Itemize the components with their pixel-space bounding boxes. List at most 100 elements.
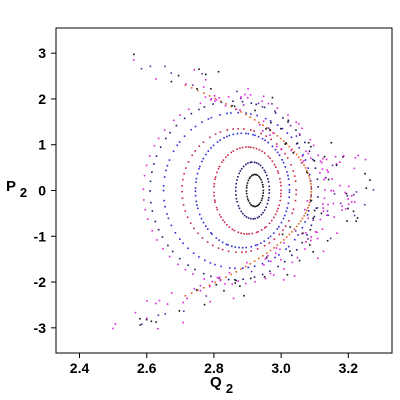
orbit-point-series-3	[267, 141, 270, 144]
orbit-point-series-3	[196, 172, 199, 175]
orbit-point-series-11	[157, 327, 159, 330]
orbit-point-series-5	[253, 265, 256, 267]
orbit-point-series-10	[285, 142, 287, 144]
orbit-point-series-4	[286, 157, 289, 159]
orbit-point-series-5	[293, 238, 296, 241]
orbit-point-series-2	[237, 231, 240, 234]
orbit-point-series-0	[252, 205, 255, 208]
y-tick-label: -1	[34, 228, 47, 244]
orbit-point-series-7	[227, 96, 230, 98]
orbit-point-series-5	[261, 262, 264, 265]
orbit-point-series-5	[256, 114, 258, 117]
orbit-point-series-0	[245, 190, 248, 192]
orbit-point-series-8	[230, 105, 233, 108]
x-axis-title: Q 2	[210, 374, 233, 396]
orbit-point-series-2	[228, 226, 231, 228]
orbit-point-series-7	[192, 273, 194, 275]
orbit-point-series-11	[146, 317, 148, 320]
orbit-point-series-4	[265, 135, 268, 137]
orbit-point-series-11	[290, 149, 293, 152]
points-layer	[112, 53, 375, 330]
orbit-point-series-8	[310, 183, 312, 185]
orbit-point-series-9	[334, 155, 337, 158]
orbit-point-series-12	[294, 230, 297, 232]
orbit-point-series-9	[283, 241, 285, 244]
orbit-point-series-11	[339, 184, 341, 187]
orbit-point-series-4	[294, 180, 297, 183]
orbit-point-series-1	[267, 181, 270, 183]
orbit-point-series-1	[268, 185, 270, 188]
orbit-point-series-11	[300, 162, 303, 164]
orbit-point-series-9	[209, 285, 211, 288]
orbit-point-series-12	[140, 67, 143, 70]
orbit-point-series-12	[333, 193, 336, 195]
orbit-point-series-10	[284, 143, 287, 145]
orbit-point-series-6	[210, 275, 212, 278]
orbit-point-series-2	[213, 182, 216, 185]
orbit-point-series-9	[199, 284, 202, 287]
orbit-point-series-9	[280, 258, 282, 261]
orbit-point-series-8	[310, 191, 313, 193]
orbit-point-series-11	[114, 323, 117, 325]
orbit-point-series-12	[257, 102, 260, 105]
orbit-point-series-1	[241, 212, 244, 215]
orbit-point-series-3	[252, 133, 254, 136]
orbit-point-series-3	[204, 225, 207, 228]
orbit-point-series-1	[245, 163, 247, 166]
orbit-point-series-2	[246, 233, 248, 235]
orbit-point-series-2	[231, 228, 234, 231]
orbit-point-series-1	[239, 170, 242, 172]
orbit-point-series-5	[302, 153, 304, 156]
orbit-point-series-9	[239, 109, 241, 111]
orbit-point-series-9	[304, 232, 307, 234]
orbit-point-series-5	[220, 265, 222, 268]
orbit-point-series-2	[274, 213, 277, 216]
orbit-point-series-2	[223, 221, 226, 224]
orbit-point-series-0	[247, 198, 249, 200]
orbit-point-series-8	[230, 273, 233, 276]
orbit-point-series-8	[276, 244, 279, 246]
orbit-point-series-11	[232, 297, 235, 300]
orbit-point-series-5	[192, 252, 195, 254]
orbit-point-series-1	[259, 164, 262, 167]
orbit-point-series-12	[295, 135, 298, 137]
orbit-point-series-8	[258, 121, 260, 124]
orbit-point-series-0	[261, 184, 264, 186]
orbit-point-series-7	[323, 197, 326, 200]
orbit-point-series-8	[310, 185, 312, 188]
orbit-point-series-11	[228, 271, 231, 274]
orbit-point-series-5	[164, 205, 166, 208]
orbit-point-series-6	[149, 180, 152, 183]
orbit-point-series-6	[261, 273, 264, 276]
orbit-point-series-2	[222, 219, 224, 222]
orbit-point-series-2	[255, 231, 258, 234]
orbit-point-series-8	[310, 196, 312, 198]
orbit-point-series-6	[274, 112, 277, 114]
orbit-point-series-12	[331, 164, 334, 167]
orbit-point-series-8	[308, 177, 311, 180]
orbit-point-series-3	[218, 239, 220, 241]
orbit-point-series-4	[260, 132, 262, 135]
orbit-point-series-7	[218, 97, 221, 99]
orbit-point-series-10	[234, 282, 237, 284]
orbit-point-series-12	[339, 202, 342, 205]
orbit-point-series-7	[145, 164, 148, 167]
orbit-point-series-10	[310, 199, 313, 202]
orbit-point-series-2	[251, 232, 254, 235]
orbit-point-series-3	[281, 158, 283, 161]
y-tick-label: -3	[34, 320, 47, 336]
orbit-point-series-2	[273, 163, 276, 166]
orbit-point-series-5	[304, 159, 307, 161]
orbit-point-series-10	[139, 317, 141, 320]
orbit-point-series-4	[249, 129, 252, 131]
orbit-point-series-2	[216, 208, 219, 211]
orbit-point-series-5	[250, 113, 252, 115]
orbit-point-series-9	[204, 96, 207, 98]
orbit-point-series-11	[276, 145, 278, 148]
orbit-point-series-5	[237, 111, 240, 114]
orbit-point-series-5	[168, 159, 171, 161]
orbit-point-series-4	[198, 145, 201, 148]
orbit-point-series-3	[240, 132, 243, 135]
orbit-point-series-12	[157, 314, 160, 316]
orbit-point-series-5	[298, 146, 300, 149]
